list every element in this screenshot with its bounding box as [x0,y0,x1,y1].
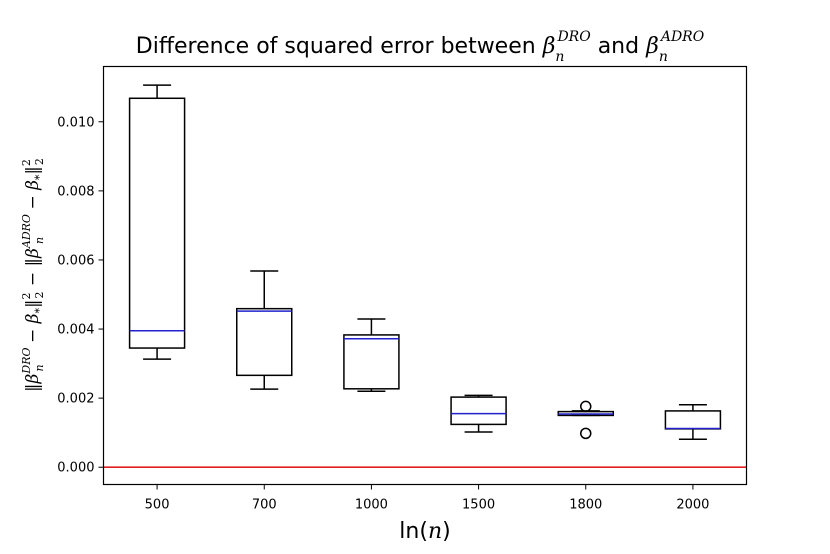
box-2000 [664,410,722,430]
chart-title-prefix: Difference of squared error between [136,34,543,59]
x-axis-label-prefix: ln( [399,519,428,544]
plot-area: 0.000 0.002 0.004 0.006 0.008 0.010 500 700 1000… [57,84,747,513]
box-1000 [343,334,400,390]
y-tick-label: 0.010 [57,115,94,130]
box-700 [236,307,293,377]
y-axis-label-text: ‖βDROn − β*‖22 − ‖βADROn − β*‖22 [20,158,46,392]
chart-title-beta-dro-sub: n [555,49,564,65]
x-axis-label-close: ) [442,519,451,544]
chart-title-beta-adro-sup: ADRO [659,29,705,45]
x-axis-label-var: n [428,519,442,544]
chart-title-middle: and [591,34,646,59]
x-tick-label-2000: 2000 [676,498,709,513]
chart-title: Difference of squared error between βnDR… [136,29,705,65]
chart-title-beta-dro: β [542,34,556,59]
x-tick-label-500: 500 [145,498,170,513]
x-axis-label: ln(n) [399,519,450,544]
chart-title-beta-dro-sup: DRO [556,29,591,45]
chart-title-beta-adro-sub: n [659,49,668,65]
y-tick-label: 0.002 [57,392,94,407]
flier-1800 [580,427,592,440]
box-1500 [450,396,507,426]
y-axis-label: ‖βDROn − β*‖22 − ‖βADROn − β*‖22 [20,158,46,392]
chart-title-beta-adro: β [645,34,659,59]
y-tick-label: 0.006 [57,253,94,268]
x-tick-label-700: 700 [252,498,277,513]
x-tick-label-1500: 1500 [462,498,495,513]
flier-1800 [580,400,592,413]
x-tick-label-1800: 1800 [569,498,602,513]
y-tick-label: 0.000 [57,461,94,476]
y-tick-label: 0.008 [57,184,94,199]
x-tick-label-1000: 1000 [355,498,388,513]
box-500 [128,97,186,349]
y-tick-label: 0.004 [57,323,94,338]
axes-frame [102,65,748,486]
